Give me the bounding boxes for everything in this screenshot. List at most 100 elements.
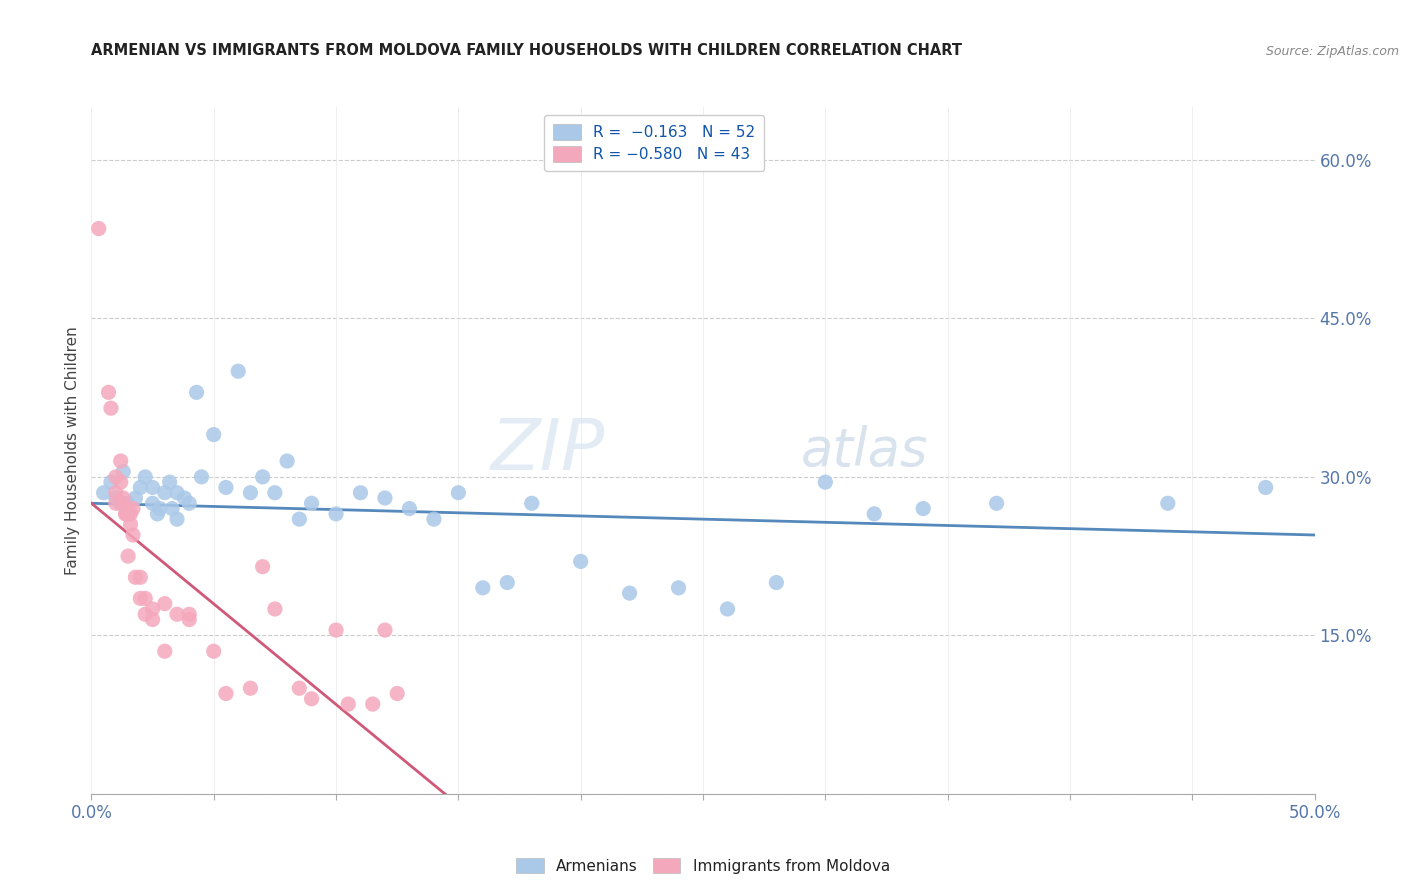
Point — [160, 501, 183, 516]
Point — [423, 512, 446, 526]
Point — [110, 475, 132, 490]
Point — [124, 570, 146, 584]
Point — [100, 475, 122, 490]
Point — [264, 485, 287, 500]
Point — [179, 613, 201, 627]
Point — [325, 507, 347, 521]
Point — [110, 454, 132, 468]
Point — [374, 491, 396, 505]
Point — [114, 507, 136, 521]
Point — [141, 480, 163, 494]
Point — [134, 591, 156, 606]
Point — [159, 475, 181, 490]
Point — [471, 581, 494, 595]
Point — [149, 501, 172, 516]
Point — [134, 470, 156, 484]
Point — [97, 385, 120, 400]
Point — [117, 507, 139, 521]
Point — [288, 512, 311, 526]
Point — [122, 528, 145, 542]
Point — [104, 491, 127, 505]
Point — [765, 575, 787, 590]
Point — [112, 496, 135, 510]
Text: atlas: atlas — [801, 425, 928, 476]
Point — [104, 496, 127, 510]
Point — [120, 507, 142, 521]
Point — [276, 454, 298, 468]
Point — [239, 681, 262, 696]
Point — [117, 501, 139, 516]
Point — [1254, 480, 1277, 494]
Point — [117, 549, 139, 563]
Point — [166, 512, 188, 526]
Point — [1157, 496, 1180, 510]
Text: Source: ZipAtlas.com: Source: ZipAtlas.com — [1265, 45, 1399, 58]
Point — [569, 554, 592, 568]
Point — [215, 480, 238, 494]
Point — [166, 607, 188, 622]
Point — [146, 507, 169, 521]
Point — [122, 501, 145, 516]
Point — [301, 691, 323, 706]
Point — [986, 496, 1008, 510]
Point — [301, 496, 323, 510]
Point — [141, 602, 163, 616]
Point — [374, 623, 396, 637]
Point — [337, 697, 360, 711]
Point — [153, 644, 176, 658]
Point — [153, 597, 176, 611]
Point — [117, 507, 139, 521]
Point — [202, 644, 225, 658]
Point — [202, 427, 225, 442]
Point — [361, 697, 384, 711]
Point — [496, 575, 519, 590]
Point — [104, 470, 127, 484]
Point — [179, 496, 201, 510]
Point — [134, 607, 156, 622]
Point — [814, 475, 837, 490]
Point — [114, 507, 136, 521]
Point — [716, 602, 738, 616]
Point — [226, 364, 249, 378]
Point — [447, 485, 470, 500]
Point — [349, 485, 371, 500]
Point — [129, 480, 152, 494]
Point — [173, 491, 195, 505]
Point — [186, 385, 208, 400]
Point — [520, 496, 543, 510]
Point — [129, 570, 152, 584]
Point — [141, 496, 163, 510]
Point — [912, 501, 935, 516]
Point — [215, 686, 238, 700]
Point — [398, 501, 420, 516]
Point — [325, 623, 347, 637]
Point — [87, 221, 110, 235]
Point — [120, 517, 142, 532]
Point — [239, 485, 262, 500]
Point — [252, 470, 274, 484]
Point — [129, 591, 152, 606]
Point — [110, 496, 132, 510]
Point — [112, 491, 135, 505]
Point — [863, 507, 886, 521]
Text: ARMENIAN VS IMMIGRANTS FROM MOLDOVA FAMILY HOUSEHOLDS WITH CHILDREN CORRELATION : ARMENIAN VS IMMIGRANTS FROM MOLDOVA FAMI… — [91, 43, 962, 58]
Y-axis label: Family Households with Children: Family Households with Children — [65, 326, 80, 574]
Point — [93, 485, 115, 500]
Point — [124, 491, 146, 505]
Point — [288, 681, 311, 696]
Point — [619, 586, 641, 600]
Point — [264, 602, 287, 616]
Point — [179, 607, 201, 622]
Point — [668, 581, 690, 595]
Point — [252, 559, 274, 574]
Point — [112, 465, 135, 479]
Point — [153, 485, 176, 500]
Point — [166, 485, 188, 500]
Point — [100, 401, 122, 416]
Point — [190, 470, 212, 484]
Point — [104, 485, 127, 500]
Legend: Armenians, Immigrants from Moldova: Armenians, Immigrants from Moldova — [510, 852, 896, 880]
Point — [141, 613, 163, 627]
Point — [117, 496, 139, 510]
Legend: R =  −0.163   N = 52, R = −0.580   N = 43: R = −0.163 N = 52, R = −0.580 N = 43 — [544, 115, 765, 171]
